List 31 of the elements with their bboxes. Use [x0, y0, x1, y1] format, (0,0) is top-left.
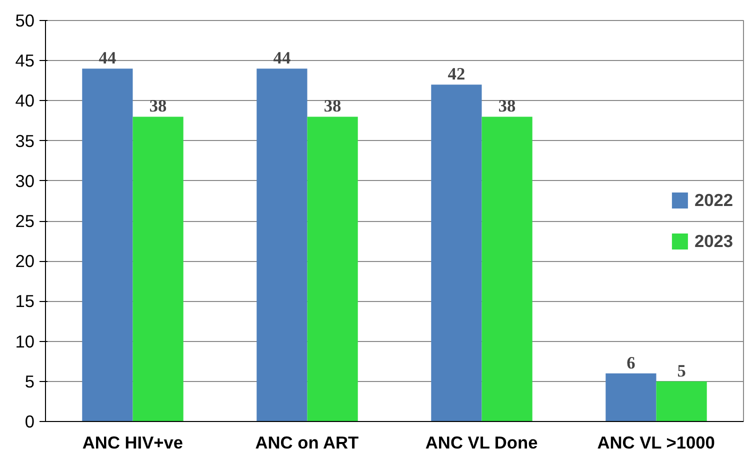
y-tick-label: 15 — [15, 291, 35, 312]
x-tick-label: ANC on ART — [255, 432, 359, 452]
bar — [307, 116, 358, 422]
bar — [606, 373, 656, 422]
bar — [431, 84, 482, 422]
y-tick-label: 10 — [15, 331, 35, 352]
y-tick-label: 35 — [15, 130, 35, 151]
y-tick-label: 50 — [15, 10, 35, 30]
y-tick-label: 20 — [15, 251, 35, 272]
bar — [82, 68, 133, 422]
bar — [132, 116, 184, 422]
data-label: 38 — [324, 96, 342, 116]
y-tick-label: 40 — [15, 90, 35, 111]
legend-label: 2022 — [694, 190, 733, 210]
y-tick-label: 5 — [24, 371, 35, 392]
y-tick-label: 45 — [15, 50, 35, 71]
x-tick-label: ANC HIV+ve — [82, 432, 184, 452]
x-tick-label: ANC VL Done — [425, 432, 538, 452]
y-tick-label: 30 — [15, 170, 35, 191]
data-label: 42 — [448, 64, 466, 84]
x-tick-label: ANC VL >1000 — [597, 432, 715, 452]
data-label: 5 — [677, 361, 686, 380]
data-label: 6 — [626, 353, 636, 372]
bar — [482, 116, 532, 422]
legend-label: 2023 — [694, 230, 733, 252]
y-tick-label: 0 — [24, 412, 35, 432]
y-tick-label: 25 — [15, 211, 35, 231]
bar — [256, 68, 308, 422]
bar — [656, 381, 707, 422]
data-label: 38 — [149, 96, 168, 116]
data-label: 38 — [498, 96, 516, 116]
